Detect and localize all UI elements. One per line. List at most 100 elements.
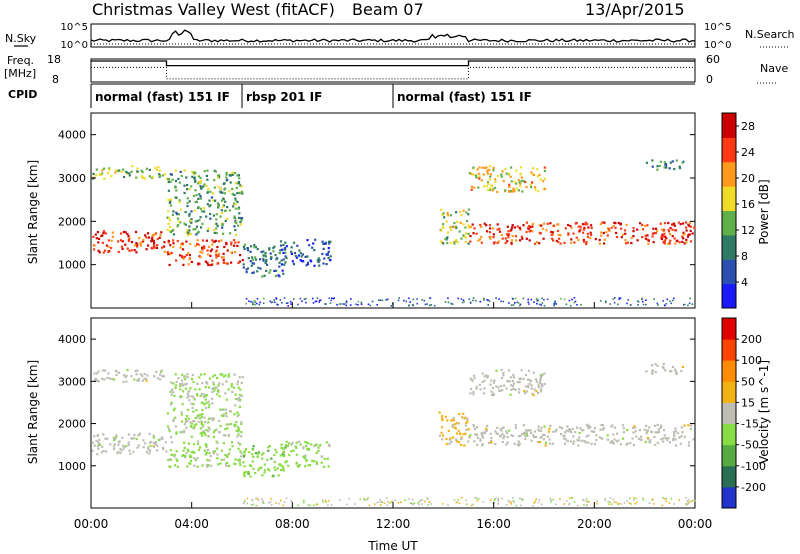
scatter-cell xyxy=(617,503,619,505)
scatter-cell xyxy=(106,376,109,379)
scatter-cell xyxy=(203,170,206,173)
scatter-cell xyxy=(467,208,470,211)
scatter-cell xyxy=(517,435,520,438)
scatter-cell xyxy=(128,174,131,177)
scatter-cell xyxy=(569,224,572,228)
scatter-cell xyxy=(609,441,612,444)
scatter-cell xyxy=(300,255,303,258)
scatter-cell xyxy=(495,385,498,388)
scatter-cell xyxy=(586,504,588,506)
scatter-cell xyxy=(199,432,202,435)
scatter-cell xyxy=(237,441,240,444)
scatter-cell xyxy=(282,243,285,247)
scatter-cell xyxy=(273,453,276,456)
scatter-cell xyxy=(199,394,202,397)
scatter-cell xyxy=(682,231,685,234)
scatter-cell xyxy=(397,299,400,302)
scatter-cell xyxy=(270,497,272,500)
scatter-cell xyxy=(329,259,332,262)
scatter-cell xyxy=(472,173,475,176)
scatter-cell xyxy=(187,390,190,393)
scatter-cell xyxy=(148,441,152,444)
scatter-cell xyxy=(224,462,227,465)
scatter-cell xyxy=(478,177,481,180)
scatter-cell xyxy=(657,428,660,431)
scatter-cell xyxy=(509,190,512,193)
scatter-cell xyxy=(184,387,187,390)
scatter-cell xyxy=(204,453,208,456)
scatter-cell xyxy=(188,258,191,261)
scatter-cell xyxy=(137,434,140,437)
scatter-cell xyxy=(488,165,491,168)
scatter-cell xyxy=(654,431,657,434)
scatter-cell xyxy=(628,502,631,504)
scatter-cell xyxy=(543,425,546,428)
scatter-cell xyxy=(238,376,241,379)
scatter-cell xyxy=(117,450,120,454)
scatter-cell xyxy=(240,217,244,220)
scatter-cell xyxy=(486,230,489,233)
scatter-cell xyxy=(598,242,601,245)
scatter-cell xyxy=(660,235,663,238)
scatter-cell xyxy=(595,434,598,437)
scatter-cell xyxy=(327,465,330,468)
scatter-cell xyxy=(206,465,209,468)
scatter-cell xyxy=(508,183,511,186)
scatter-cell xyxy=(488,231,492,234)
scatter-cell xyxy=(277,474,280,477)
scatter-cell xyxy=(460,237,463,240)
scatter-cell xyxy=(345,301,348,304)
scatter-cell xyxy=(190,221,193,224)
scatter-cell xyxy=(486,172,489,175)
scatter-cell xyxy=(213,186,216,189)
scatter-cell xyxy=(158,169,161,172)
scatter-cell xyxy=(111,377,114,381)
scatter-cell xyxy=(194,244,197,248)
scatter-cell xyxy=(524,437,527,440)
scatter-cell xyxy=(275,451,278,454)
scatter-cell xyxy=(170,454,173,457)
scatter-cell xyxy=(215,218,218,221)
scatter-cell xyxy=(196,393,199,396)
scatter-cell xyxy=(148,452,151,455)
panel-frame xyxy=(90,317,696,509)
scatter-cell xyxy=(522,297,525,300)
scatter-cell xyxy=(315,461,319,464)
scatter-cell xyxy=(569,305,572,307)
scatter-cell xyxy=(192,410,195,413)
scatter-cell xyxy=(220,209,223,212)
scatter-cell xyxy=(200,415,203,418)
scatter-cell xyxy=(500,300,502,303)
scatter-cell xyxy=(129,452,132,455)
scatter-cell xyxy=(115,370,118,373)
scatter-cell xyxy=(306,239,309,242)
scatter-cell xyxy=(583,223,587,226)
scatter-cell xyxy=(215,386,218,389)
scatter-cell xyxy=(456,241,459,244)
scatter-cell xyxy=(537,299,540,302)
scatter-cell xyxy=(664,163,667,166)
scatter-cell xyxy=(644,237,647,240)
scatter-cell xyxy=(282,504,285,507)
freq-tick-bottom: 8 xyxy=(52,73,59,86)
scatter-cell xyxy=(120,170,123,173)
cpid-mode-label: normal (fast) 151 IF xyxy=(95,90,230,104)
scatter-cell xyxy=(286,445,289,448)
scatter-cell xyxy=(253,299,256,302)
scatter-cell xyxy=(586,425,589,428)
scatter-cell xyxy=(589,426,592,429)
scatter-cell xyxy=(543,166,546,169)
scatter-cell xyxy=(184,456,187,459)
scatter-cell xyxy=(475,497,478,499)
scatter-cell xyxy=(254,303,257,306)
scatter-cell xyxy=(499,428,502,431)
scatter-cell xyxy=(497,503,499,505)
scatter-cell xyxy=(200,422,203,425)
scatter-cell xyxy=(237,459,240,462)
scatter-cell xyxy=(245,302,247,305)
scatter-cell xyxy=(528,303,530,305)
scatter-cell xyxy=(552,239,555,242)
scatter-cell xyxy=(688,501,690,503)
scatter-cell xyxy=(324,499,327,502)
scatter-cell xyxy=(238,399,241,402)
